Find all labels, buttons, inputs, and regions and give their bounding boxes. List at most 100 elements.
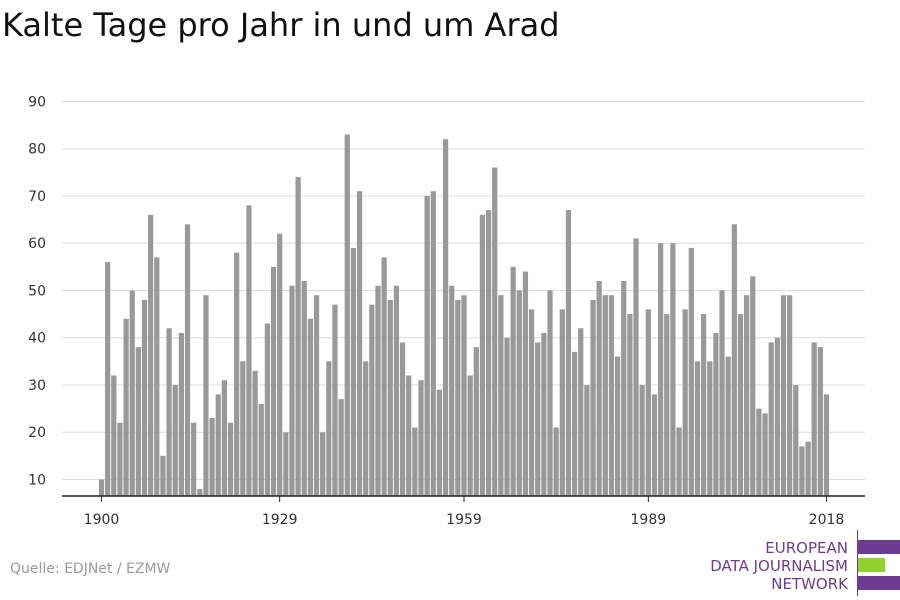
bar-1976[interactable] [565, 210, 572, 496]
bar-1902[interactable] [111, 375, 117, 496]
bar-1966[interactable] [504, 337, 510, 496]
bar-1994[interactable] [676, 427, 682, 496]
bar-1932[interactable] [295, 177, 301, 497]
bar-1911[interactable] [166, 328, 172, 496]
bar-1970[interactable] [528, 309, 535, 496]
bar-1947[interactable] [387, 299, 393, 496]
bar-2005[interactable] [744, 295, 750, 496]
bar-1901[interactable] [105, 262, 111, 496]
bar-1925[interactable] [252, 370, 258, 496]
bar-1972[interactable] [541, 332, 547, 496]
bar-1958[interactable] [455, 299, 461, 496]
bar-1999[interactable] [707, 361, 713, 496]
bar-1965[interactable] [498, 295, 504, 496]
bar-1986[interactable] [627, 314, 633, 496]
edjnet-logo[interactable]: EUROPEAN DATA JOURNALISM NETWORK [700, 530, 900, 596]
bar-1979[interactable] [584, 384, 590, 496]
bar-1952[interactable] [418, 380, 424, 496]
bar-1949[interactable] [399, 342, 406, 496]
bar-1938[interactable] [332, 304, 338, 496]
bar-1961[interactable] [473, 347, 479, 496]
bar-1909[interactable] [154, 257, 160, 496]
bar-2007[interactable] [756, 408, 762, 496]
bar-2002[interactable] [725, 356, 731, 496]
bar-1985[interactable] [621, 281, 627, 496]
bar-1959[interactable] [461, 295, 467, 496]
bar-1951[interactable] [412, 427, 418, 496]
bar-1933[interactable] [301, 281, 307, 496]
bar-1939[interactable] [338, 399, 344, 496]
bar-1944[interactable] [369, 304, 375, 496]
bar-1974[interactable] [553, 427, 559, 496]
bar-2006[interactable] [750, 276, 756, 496]
bar-1916[interactable] [197, 488, 203, 496]
bar-1935[interactable] [313, 295, 320, 496]
bar-1940[interactable] [344, 134, 350, 497]
bar-1955[interactable] [436, 389, 443, 496]
bar-1906[interactable] [135, 347, 141, 496]
bar-2004[interactable] [737, 314, 744, 496]
bar-2003[interactable] [731, 224, 737, 497]
bar-2018[interactable] [823, 394, 830, 496]
bar-1908[interactable] [148, 214, 154, 496]
bar-1914[interactable] [184, 224, 191, 497]
bar-1969[interactable] [522, 271, 529, 496]
bar-1936[interactable] [320, 432, 326, 496]
bar-1929[interactable] [277, 233, 283, 496]
bar-1982[interactable] [602, 295, 608, 496]
bar-1930[interactable] [283, 432, 289, 496]
bar-1963[interactable] [485, 210, 492, 496]
bar-1964[interactable] [492, 167, 498, 496]
bar-1950[interactable] [406, 375, 412, 496]
bar-2015[interactable] [805, 441, 811, 496]
bar-2017[interactable] [817, 347, 823, 496]
bar-1918[interactable] [209, 418, 215, 496]
bar-1946[interactable] [381, 257, 387, 496]
bar-1997[interactable] [694, 361, 701, 496]
bar-2008[interactable] [762, 413, 768, 496]
bar-2013[interactable] [793, 384, 799, 496]
bar-1980[interactable] [590, 299, 596, 496]
bar-2016[interactable] [811, 342, 817, 496]
bar-2014[interactable] [799, 446, 805, 496]
bar-1928[interactable] [270, 266, 277, 496]
bar-1907[interactable] [141, 299, 148, 496]
bar-2010[interactable] [774, 337, 780, 496]
bar-1915[interactable] [191, 422, 197, 496]
bar-1923[interactable] [240, 361, 246, 496]
bar-1953[interactable] [424, 195, 430, 496]
bar-1921[interactable] [227, 422, 234, 496]
bar-1984[interactable] [614, 356, 621, 496]
bar-1910[interactable] [160, 455, 166, 496]
bar-1937[interactable] [326, 361, 332, 496]
bar-1967[interactable] [510, 266, 516, 496]
bar-1971[interactable] [535, 342, 541, 496]
bar-2011[interactable] [780, 295, 787, 496]
bar-1983[interactable] [608, 295, 615, 496]
bar-1922[interactable] [234, 252, 240, 496]
bar-2009[interactable] [768, 342, 774, 496]
bar-2012[interactable] [787, 295, 793, 496]
bar-1977[interactable] [571, 351, 578, 496]
bar-1978[interactable] [578, 328, 584, 496]
bar-2001[interactable] [719, 290, 725, 496]
bar-1954[interactable] [430, 191, 436, 496]
bar-1926[interactable] [258, 403, 264, 496]
bar-1973[interactable] [547, 290, 553, 496]
bar-1941[interactable] [350, 247, 357, 496]
bar-1975[interactable] [559, 309, 565, 496]
bar-1987[interactable] [633, 238, 639, 496]
bar-1912[interactable] [172, 384, 178, 496]
bar-1968[interactable] [516, 290, 522, 496]
bar-1960[interactable] [467, 375, 473, 496]
bar-1903[interactable] [117, 422, 123, 496]
bar-1942[interactable] [356, 191, 363, 496]
bar-1943[interactable] [363, 361, 369, 496]
bar-1917[interactable] [203, 295, 209, 496]
bar-1956[interactable] [442, 139, 449, 496]
bar-1905[interactable] [129, 290, 135, 496]
bar-1989[interactable] [645, 309, 651, 496]
bar-2000[interactable] [713, 332, 719, 496]
bar-1919[interactable] [215, 394, 221, 496]
bar-1981[interactable] [596, 281, 602, 496]
